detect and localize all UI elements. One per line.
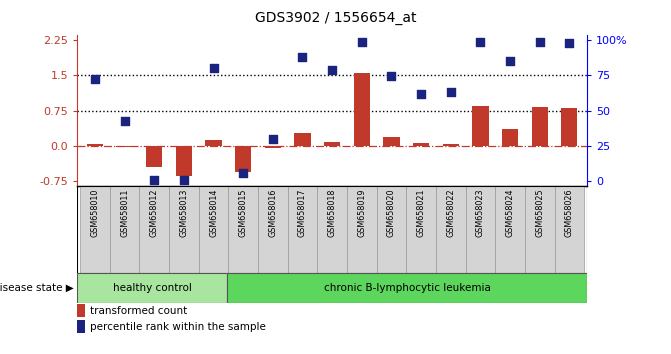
- Text: GSM658011: GSM658011: [120, 188, 129, 237]
- Bar: [406, 186, 436, 273]
- Point: [327, 67, 338, 73]
- Text: GSM658018: GSM658018: [327, 188, 337, 237]
- Text: healthy control: healthy control: [113, 282, 192, 293]
- Text: disease state ▶: disease state ▶: [0, 282, 74, 293]
- Bar: [169, 186, 199, 273]
- Text: chronic B-lymphocytic leukemia: chronic B-lymphocytic leukemia: [323, 282, 491, 293]
- Bar: [87, 143, 103, 146]
- Bar: [205, 140, 221, 146]
- Bar: [264, 146, 281, 148]
- Bar: [502, 130, 518, 146]
- Point: [386, 74, 397, 79]
- Bar: [443, 143, 459, 146]
- Point: [238, 170, 248, 176]
- Point: [564, 41, 574, 46]
- Bar: [227, 273, 587, 303]
- Text: GSM658013: GSM658013: [179, 188, 189, 237]
- Bar: [436, 186, 466, 273]
- Text: GSM658020: GSM658020: [387, 188, 396, 237]
- Bar: [495, 186, 525, 273]
- Text: GSM658024: GSM658024: [505, 188, 515, 237]
- Bar: [354, 73, 370, 146]
- Text: GSM658023: GSM658023: [476, 188, 485, 237]
- Text: GDS3902 / 1556654_at: GDS3902 / 1556654_at: [255, 11, 416, 25]
- Text: GSM658022: GSM658022: [446, 188, 455, 237]
- Point: [178, 177, 189, 183]
- Bar: [295, 133, 311, 146]
- Text: GSM658012: GSM658012: [150, 188, 159, 237]
- Bar: [146, 146, 162, 167]
- Bar: [525, 186, 554, 273]
- Text: GSM658021: GSM658021: [417, 188, 425, 237]
- Bar: [324, 142, 340, 146]
- Bar: [80, 186, 110, 273]
- Text: GSM658019: GSM658019: [357, 188, 366, 237]
- Bar: [554, 186, 584, 273]
- Bar: [199, 186, 228, 273]
- Point: [268, 136, 278, 142]
- Point: [90, 76, 101, 82]
- Text: GSM658017: GSM658017: [298, 188, 307, 237]
- Point: [416, 91, 427, 97]
- Bar: [466, 186, 495, 273]
- Bar: [110, 186, 140, 273]
- Bar: [561, 108, 578, 146]
- Point: [446, 89, 456, 95]
- Point: [119, 119, 130, 124]
- Bar: [413, 143, 429, 146]
- Text: GSM658010: GSM658010: [91, 188, 99, 237]
- Point: [208, 65, 219, 71]
- Bar: [228, 186, 258, 273]
- Text: percentile rank within the sample: percentile rank within the sample: [90, 321, 266, 332]
- Text: GSM658016: GSM658016: [268, 188, 277, 237]
- Bar: [140, 186, 169, 273]
- Bar: [347, 186, 376, 273]
- Point: [297, 55, 308, 60]
- Bar: [117, 146, 133, 147]
- Bar: [77, 273, 227, 303]
- Bar: [176, 146, 192, 176]
- Text: transformed count: transformed count: [90, 306, 187, 316]
- Bar: [383, 137, 400, 146]
- Point: [475, 40, 486, 45]
- Bar: [317, 186, 347, 273]
- Bar: [77, 304, 85, 317]
- Bar: [472, 106, 488, 146]
- Point: [149, 177, 160, 183]
- Point: [356, 39, 367, 44]
- Point: [505, 58, 515, 64]
- Bar: [288, 186, 317, 273]
- Bar: [258, 186, 288, 273]
- Bar: [77, 320, 85, 333]
- Bar: [376, 186, 406, 273]
- Text: GSM658026: GSM658026: [565, 188, 574, 237]
- Bar: [235, 146, 252, 172]
- Point: [534, 40, 545, 45]
- Text: GSM658025: GSM658025: [535, 188, 544, 237]
- Text: GSM658015: GSM658015: [239, 188, 248, 237]
- Bar: [531, 107, 548, 146]
- Text: GSM658014: GSM658014: [209, 188, 218, 237]
